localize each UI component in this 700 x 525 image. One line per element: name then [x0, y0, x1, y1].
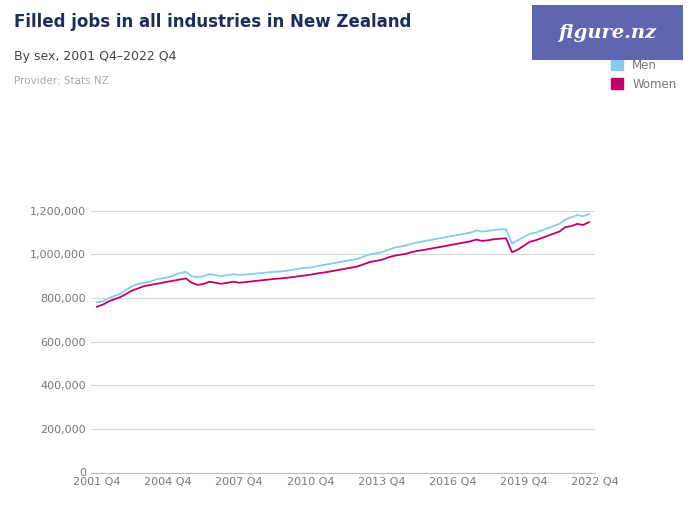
- Text: By sex, 2001 Q4–2022 Q4: By sex, 2001 Q4–2022 Q4: [14, 50, 176, 63]
- Legend: Men, Women: Men, Women: [611, 59, 676, 91]
- Text: Provider: Stats NZ: Provider: Stats NZ: [14, 76, 108, 86]
- Text: figure.nz: figure.nz: [558, 24, 657, 42]
- Text: Filled jobs in all industries in New Zealand: Filled jobs in all industries in New Zea…: [14, 13, 412, 31]
